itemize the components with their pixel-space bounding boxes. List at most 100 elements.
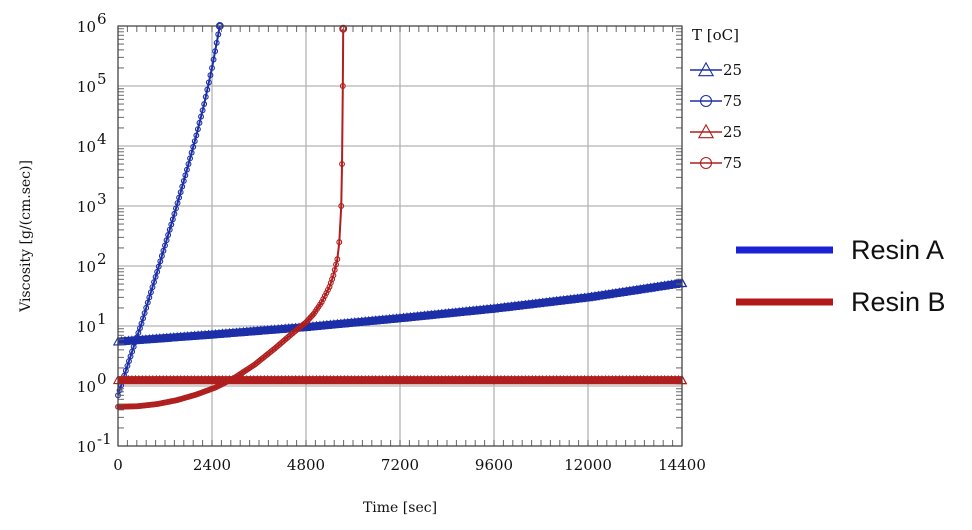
series-resin-b-25c — [112, 374, 688, 385]
legend-title: T [oC] — [692, 26, 739, 44]
series-point — [169, 216, 176, 223]
resin-b-label: Resin B — [851, 287, 946, 317]
series-point — [210, 56, 217, 63]
legend: T [oC] 25 75 25 75 — [690, 26, 742, 172]
series-point — [154, 268, 161, 275]
y-tick-exponent: 1 — [97, 310, 107, 328]
series-point — [146, 294, 153, 301]
series-point — [331, 266, 338, 273]
series-point — [138, 320, 145, 327]
series-point — [191, 138, 198, 145]
series-point — [185, 161, 192, 168]
series-point — [209, 64, 215, 71]
series-point — [304, 317, 311, 324]
legend-label: 25 — [723, 61, 742, 79]
y-tick-label: 10 — [77, 198, 96, 216]
series-point — [177, 189, 184, 196]
series-point — [334, 256, 341, 263]
x-tick-label: 7200 — [381, 456, 419, 474]
series-point — [141, 310, 148, 317]
series-point — [338, 203, 345, 209]
series-point — [149, 284, 156, 291]
series-point — [323, 289, 330, 296]
x-tick-label: 14400 — [658, 456, 706, 474]
x-tick-label: 2400 — [193, 456, 231, 474]
series-point — [326, 283, 333, 290]
y-tick-label: 10 — [77, 138, 96, 156]
series-point — [213, 39, 220, 46]
series-resin-b-75c — [115, 24, 348, 410]
series-point — [180, 177, 187, 184]
x-tick-label: 0 — [113, 456, 123, 474]
series-point — [339, 24, 348, 33]
series-point — [212, 48, 219, 55]
y-tick-exponent: 5 — [97, 70, 107, 88]
y-tick-label: 10 — [77, 78, 96, 96]
y-tick-label: 10 — [77, 378, 96, 396]
y-tick-exponent: 3 — [97, 190, 107, 208]
series-point — [155, 263, 162, 270]
series-point — [339, 161, 345, 168]
legend-item: 75 — [690, 92, 742, 110]
series-point — [162, 242, 168, 249]
series-point — [147, 289, 154, 296]
series-point — [339, 83, 346, 89]
series-point — [204, 86, 211, 93]
series-point — [336, 239, 343, 246]
resin-a-label: Resin A — [851, 235, 944, 265]
series-point — [144, 299, 151, 306]
series-point — [318, 299, 325, 306]
series-point — [306, 315, 313, 322]
series-point — [207, 72, 214, 79]
series-point — [303, 319, 309, 326]
series-point — [205, 79, 212, 86]
series-point — [166, 226, 173, 233]
series-point — [201, 101, 208, 108]
series-point — [151, 279, 157, 285]
x-axis-label: Time [sec] — [363, 500, 437, 516]
series-point — [697, 61, 715, 77]
series-point — [116, 387, 123, 394]
series-point — [158, 253, 165, 259]
series-point — [176, 194, 183, 201]
series-point — [309, 312, 316, 319]
series-point — [190, 143, 197, 150]
x-tick-label: 9600 — [475, 456, 513, 474]
series-point — [320, 296, 327, 303]
series-point — [329, 276, 336, 283]
legend-label: 75 — [723, 154, 742, 172]
series-point — [202, 93, 209, 100]
series-point — [198, 113, 204, 120]
x-tick-label: 4800 — [287, 456, 325, 474]
series-point — [193, 132, 200, 139]
series-point — [171, 210, 178, 217]
series-point — [199, 107, 206, 114]
series-point — [327, 280, 334, 286]
axes — [117, 26, 683, 446]
y-tick-exponent: -1 — [97, 430, 112, 448]
series-point — [179, 183, 186, 190]
series-point — [160, 247, 167, 254]
x-tick-label: 12000 — [564, 456, 612, 474]
y-tick-label: 10 — [77, 318, 96, 336]
legend-item: 75 — [690, 154, 742, 172]
series-point — [215, 31, 222, 38]
series-point — [699, 94, 713, 108]
series-point — [163, 237, 170, 244]
series-point — [174, 200, 181, 206]
y-tick-exponent: 2 — [97, 250, 107, 268]
plot-border — [117, 25, 683, 447]
series-resin-a-25c — [112, 277, 688, 346]
series-point — [173, 205, 179, 212]
series-point — [196, 119, 203, 126]
series-point — [194, 126, 201, 133]
series-point — [140, 315, 147, 322]
legend-item: 25 — [690, 123, 742, 141]
series-point — [182, 172, 189, 179]
series-point — [699, 156, 713, 170]
series-point — [321, 293, 328, 299]
series-layer — [112, 22, 688, 410]
series-point — [324, 286, 331, 293]
